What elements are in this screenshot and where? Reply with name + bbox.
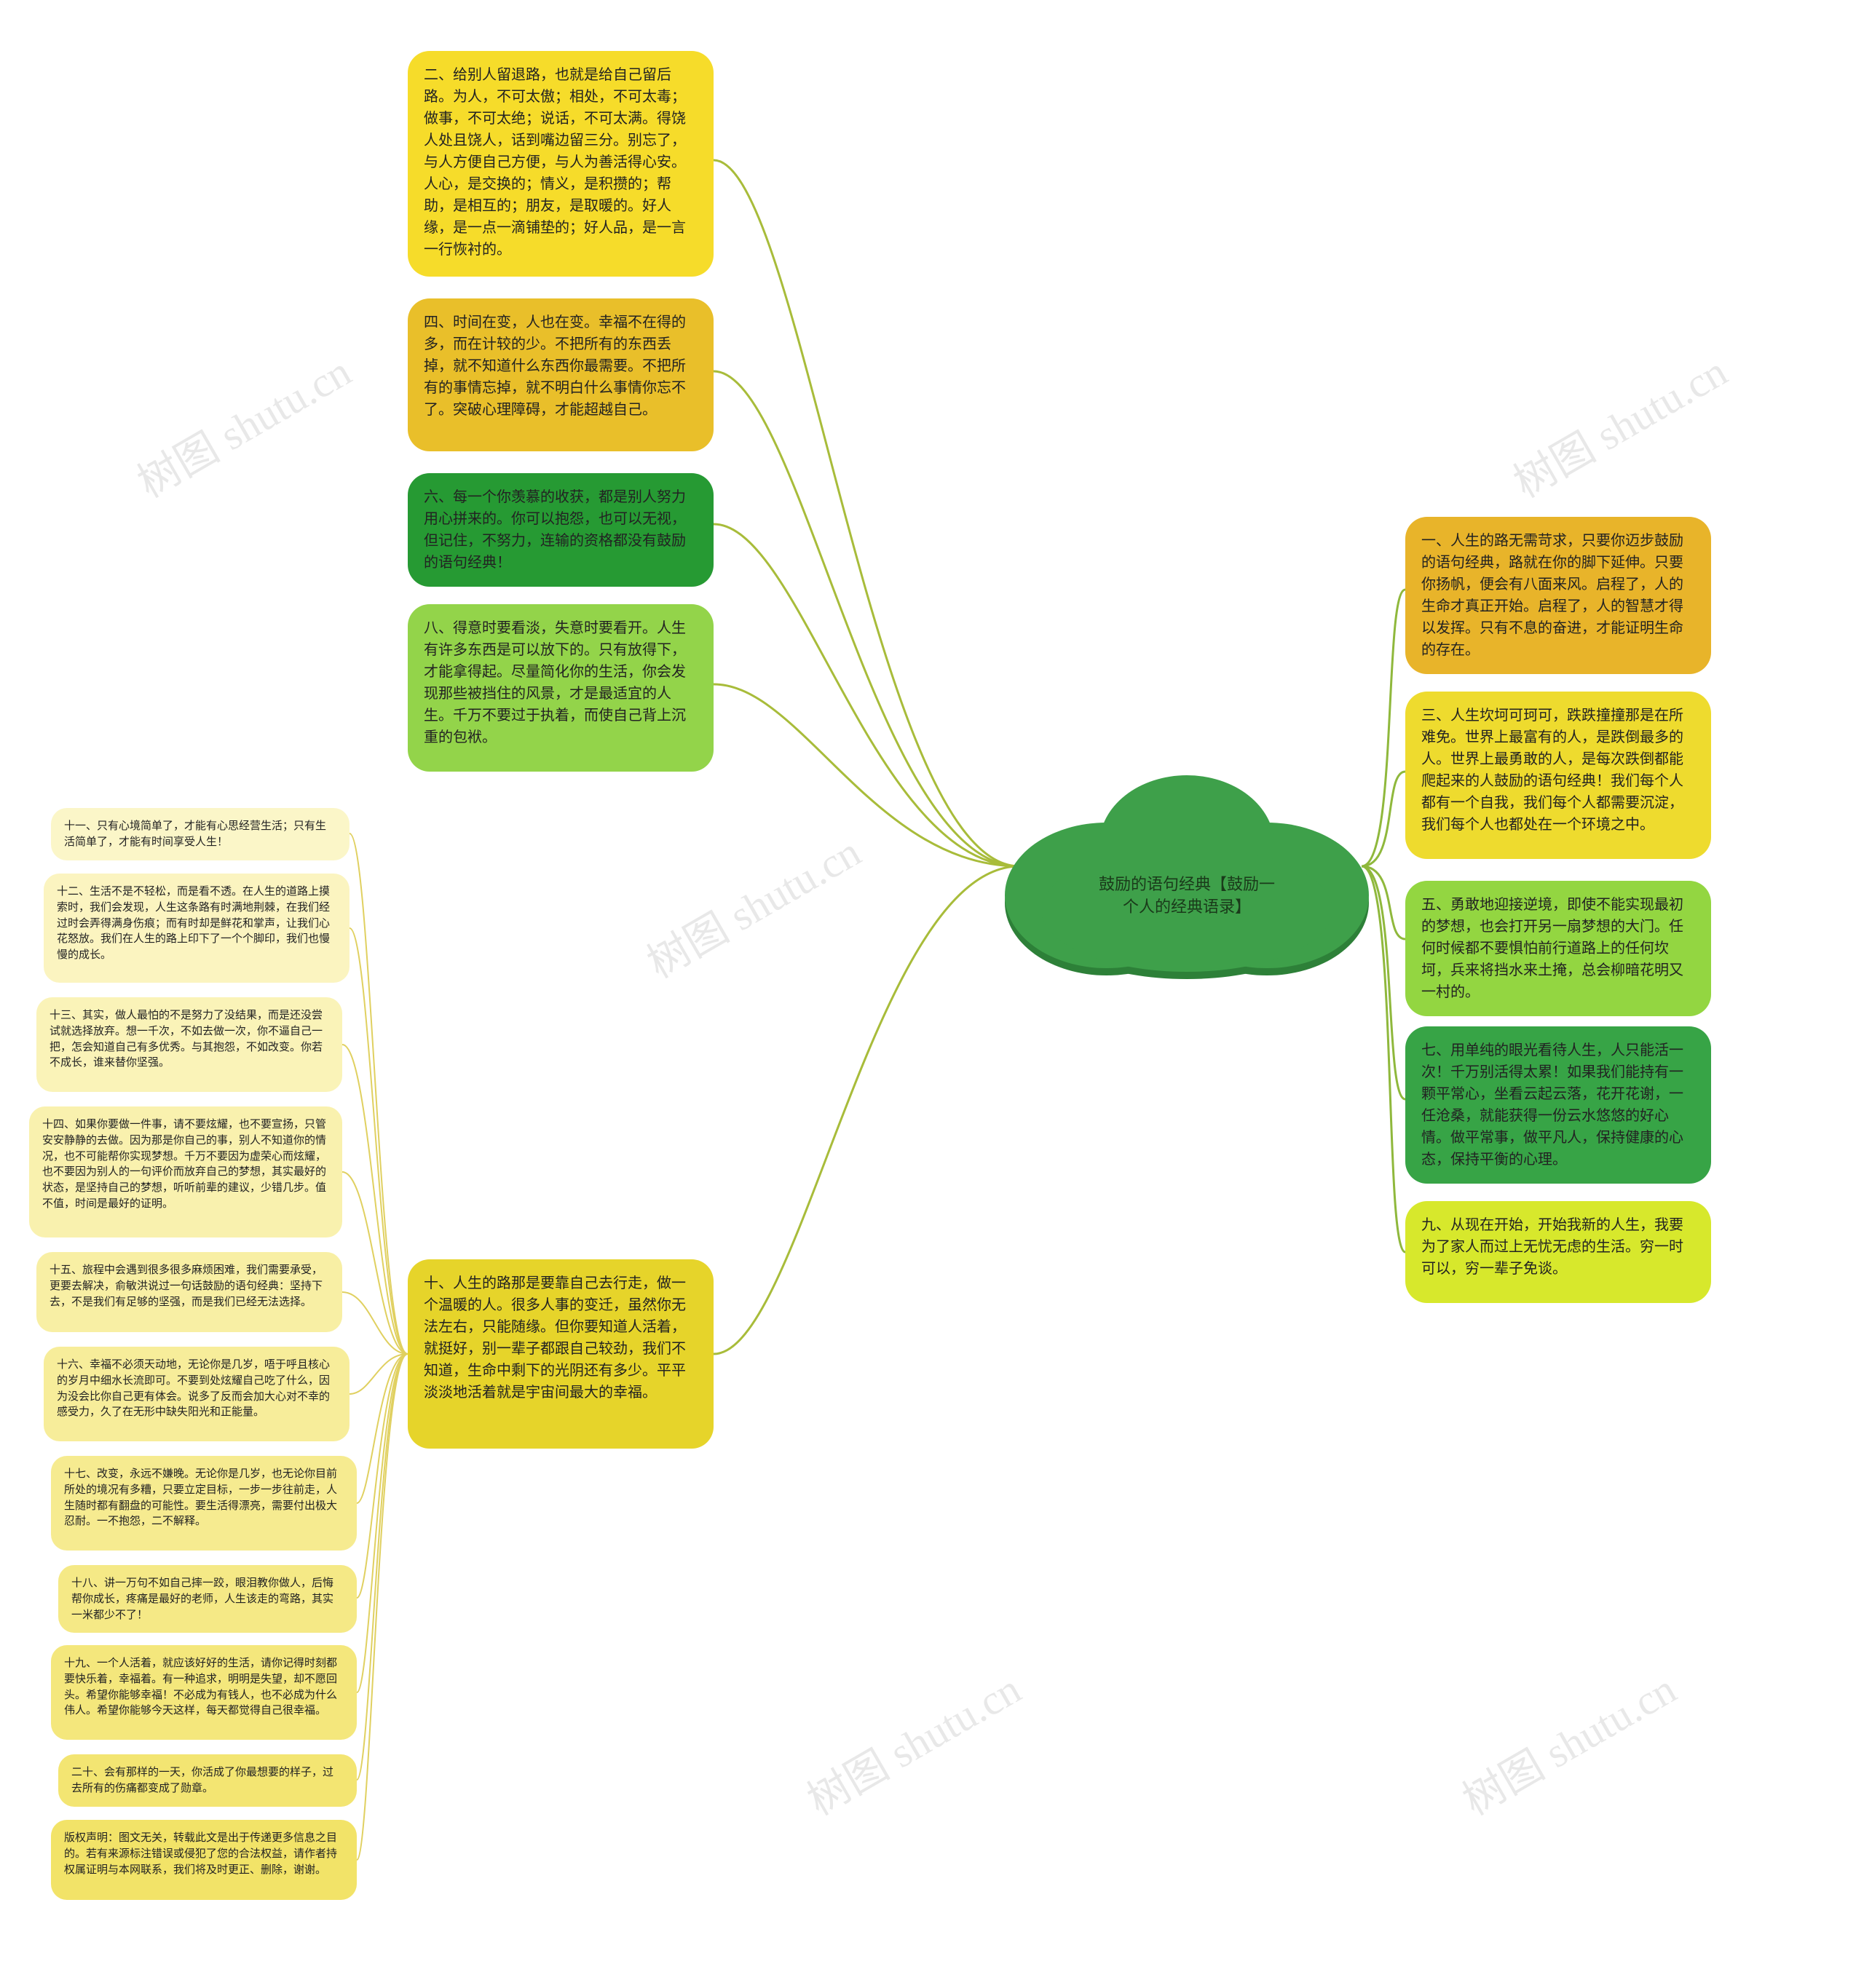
node-n10[interactable]: 十、人生的路那是要靠自己去行走，做一个温暖的人。很多人事的变迁，虽然你无法左右，… — [408, 1259, 714, 1449]
node-n9[interactable]: 九、从现在开始，开始我新的人生，我要为了家人而过上无忧无虑的生活。穷一时可以，穷… — [1405, 1201, 1711, 1303]
watermark: 树图 shutu.cn — [634, 818, 870, 989]
node-s11[interactable]: 十一、只有心境简单了，才能有心思经营生活；只有生活简单了，才能有时间享受人生！ — [51, 808, 350, 860]
watermark: 树图 shutu.cn — [125, 338, 360, 509]
node-n2[interactable]: 二、给别人留退路，也就是给自己留后路。为人，不可太傲；相处，不可太毒；做事，不可… — [408, 51, 714, 277]
node-s19[interactable]: 十九、一个人活着，就应该好好的生活，请你记得时刻都要快乐着，幸福着。有一种追求，… — [51, 1645, 357, 1740]
node-s17[interactable]: 十七、改变，永远不嫌晚。无论你是几岁，也无论你目前所处的境况有多糟，只要立定目标… — [51, 1456, 357, 1551]
watermark: 树图 shutu.cn — [1450, 1655, 1686, 1826]
node-n1[interactable]: 一、人生的路无需苛求，只要你迈步鼓励的语句经典，路就在你的脚下延伸。只要你扬帆，… — [1405, 517, 1711, 674]
node-n4[interactable]: 四、时间在变，人也在变。幸福不在得的多，而在计较的少。不把所有的东西丢掉，就不知… — [408, 298, 714, 451]
center-title: 鼓励的语句经典【鼓励一个人的经典语录】 — [1092, 874, 1282, 919]
node-s16[interactable]: 十六、幸福不必须天动地，无论你是几岁，唔于呼且核心的岁月中细水长流即可。不要到处… — [44, 1347, 350, 1441]
node-s13[interactable]: 十三、其实，做人最怕的不是努力了没结果，而是还没尝试就选择放弃。想一千次，不如去… — [36, 997, 342, 1092]
node-s15[interactable]: 十五、旅程中会遇到很多很多麻烦困难，我们需要承受，更要去解决，俞敏洪说过一句话鼓… — [36, 1252, 342, 1332]
node-n6[interactable]: 六、每一个你羡慕的收获，都是别人努力用心拼来的。你可以抱怨，也可以无视，但记住，… — [408, 473, 714, 587]
center-node[interactable]: 鼓励的语句经典【鼓励一个人的经典语录】 — [998, 764, 1376, 983]
watermark: 树图 shutu.cn — [794, 1655, 1030, 1826]
node-s14[interactable]: 十四、如果你要做一件事，请不要炫耀，也不要宣扬，只管安安静静的去做。因为那是你自… — [29, 1106, 342, 1237]
node-s18[interactable]: 十八、讲一万句不如自己摔一跤，眼泪教你做人，后悔帮你成长，疼痛是最好的老师，人生… — [58, 1565, 357, 1633]
node-n5[interactable]: 五、勇敢地迎接逆境，即使不能实现最初的梦想，也会打开另一扇梦想的大门。任何时候都… — [1405, 881, 1711, 1016]
node-scopy[interactable]: 版权声明：图文无关，转载此文是出于传递更多信息之目的。若有来源标注错误或侵犯了您… — [51, 1820, 357, 1900]
node-n3[interactable]: 三、人生坎坷可珂可，跌跌撞撞那是在所难免。世界上最富有的人，是跌倒最多的人。世界… — [1405, 692, 1711, 859]
node-n7[interactable]: 七、用单纯的眼光看待人生，人只能活一次！千万别活得太累！如果我们能持有一颗平常心… — [1405, 1026, 1711, 1184]
mindmap-canvas: 鼓励的语句经典【鼓励一个人的经典语录】 二、给别人留退路，也就是给自己留后路。为… — [0, 0, 1864, 1988]
watermark: 树图 shutu.cn — [1501, 338, 1737, 509]
node-n8[interactable]: 八、得意时要看淡，失意时要看开。人生有许多东西是可以放下的。只有放得下，才能拿得… — [408, 604, 714, 772]
node-s20[interactable]: 二十、会有那样的一天，你活成了你最想要的样子，过去所有的伤痛都变成了勋章。 — [58, 1754, 357, 1807]
node-s12[interactable]: 十二、生活不是不轻松，而是看不透。在人生的道路上摸索时，我们会发现，人生这条路有… — [44, 874, 350, 983]
